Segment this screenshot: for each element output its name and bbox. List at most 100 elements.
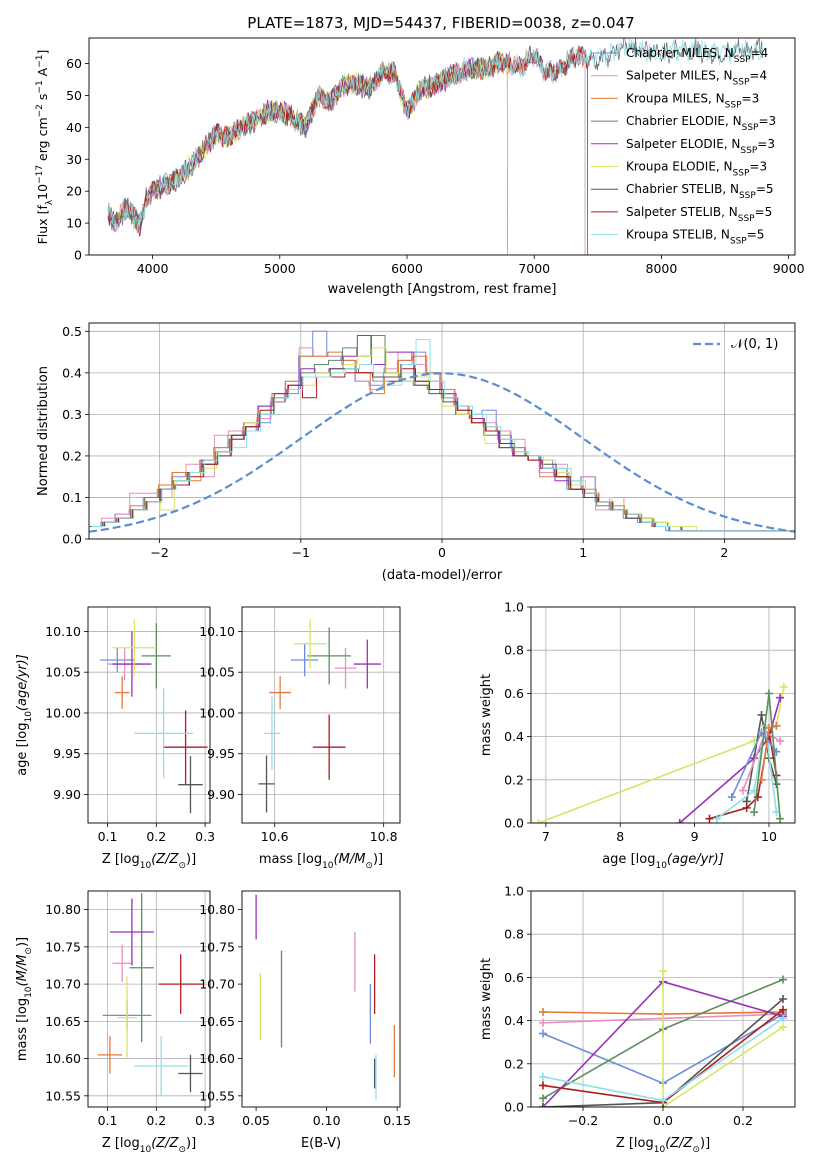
- error-bar-kroupa_elodie: [117, 976, 137, 1059]
- spectrum-line-kroupa_stelib: [107, 38, 764, 234]
- x-tick-label: 0.3: [195, 829, 215, 844]
- y-tick-label: 9.95: [53, 746, 81, 761]
- y-tick-label: 50: [66, 88, 82, 103]
- residuals-histogram-panel: −2 −1 0 1 2 0.0 0.1 0.2 0.3 0.4 0.5 𝒩(0, 1) (data-mo…: [36, 322, 796, 583]
- y-axis-label: Normed distribution: [36, 366, 51, 496]
- weight-line: [716, 725, 778, 820]
- y-tick-label: 0.5: [62, 324, 82, 339]
- y-tick-label: 10.70: [199, 977, 235, 992]
- weight-series-chabrier_elodie: [750, 689, 785, 823]
- error-bar-kroupa_miles: [114, 676, 130, 709]
- x-tick-label: 0.1: [98, 1113, 118, 1128]
- weight-point: [779, 995, 787, 1003]
- y-tick-label: 10.65: [199, 1014, 235, 1029]
- y-tick-label: 10.55: [45, 1088, 81, 1103]
- error-bar-kroupa_miles: [269, 676, 292, 709]
- weight-point: [539, 1103, 547, 1107]
- x-tick-label: 7: [542, 829, 550, 844]
- x-axis-label: Z [log10(Z/Z⊙)]: [102, 852, 196, 871]
- x-tick-label: 2: [720, 545, 728, 560]
- x-tick-label: 0.0: [653, 1113, 673, 1128]
- error-bar-chabrier_miles: [291, 643, 319, 677]
- weight-point: [705, 814, 714, 823]
- error-bar-salpeter_elodie: [109, 898, 154, 966]
- error-bar-chabrier_miles: [100, 647, 135, 673]
- legend-label: Kroupa ELODIE, NSSP=3: [626, 160, 767, 179]
- x-axis-label: wavelength [Angstrom, rest frame]: [328, 282, 557, 297]
- y-tick-label: 9.90: [53, 787, 81, 802]
- error-bar-kroupa_elodie: [112, 619, 157, 677]
- x-tick-label: 10: [761, 829, 777, 844]
- weight-point: [539, 1029, 547, 1038]
- y-tick-label: 0.6: [504, 686, 524, 701]
- y-tick-label: 10.10: [45, 624, 81, 639]
- legend-label: 𝒩(0, 1): [731, 337, 778, 352]
- y-tick-label: 60: [66, 56, 82, 71]
- y-tick-label: 10.80: [45, 902, 81, 917]
- legend-label: Kroupa MILES, NSSP=3: [626, 91, 759, 110]
- y-tick-label: 0.4: [62, 365, 82, 380]
- weight-point: [659, 1096, 667, 1105]
- x-tick-label: 0.10: [313, 1113, 341, 1128]
- weight-point: [539, 1094, 547, 1103]
- weight-point: [753, 793, 762, 802]
- weight-point: [539, 1072, 547, 1081]
- axes-frame: [87, 890, 211, 1108]
- histogram-salpeter_stelib: [90, 368, 795, 532]
- x-axis-label: (data-model)/error: [382, 568, 503, 583]
- x-tick-label: −2: [150, 545, 168, 560]
- x-axis-label: age [log10(age/yr)]: [602, 852, 724, 871]
- weight-point: [776, 736, 785, 745]
- figure-title: PLATE=1873, MJD=54437, FIBERID=0038, z=0…: [247, 14, 634, 32]
- axes-frame: [88, 37, 796, 256]
- weight-point: [742, 797, 751, 806]
- error-bar-salpeter_miles: [112, 944, 132, 982]
- x-tick-label: 9: [691, 829, 699, 844]
- weight-line: [662, 970, 784, 1107]
- x-tick-label: 1: [579, 545, 587, 560]
- weight-point: [779, 1014, 787, 1023]
- y-tick-label: 1.0: [504, 600, 524, 615]
- error-bar-chabrier_stelib: [178, 756, 203, 814]
- spectrum-line-kroupa_miles: [107, 45, 589, 255]
- x-tick-label: 0: [438, 545, 446, 560]
- x-tick-label: 0.3: [195, 1113, 215, 1128]
- y-tick-label: 0.1: [62, 490, 82, 505]
- axes-frame: [530, 890, 796, 1108]
- weight-point: [727, 793, 736, 802]
- axes-frame: [241, 890, 401, 1108]
- x-tick-label: 10.6: [261, 829, 289, 844]
- legend-label: Salpeter STELIB, NSSP=5: [626, 205, 772, 224]
- x-tick-label: 0.2: [146, 829, 166, 844]
- weight-point: [772, 721, 781, 730]
- mass-vs-ebv-panel: 0.05 0.10 0.15 10.55 10.60 10.65 10.70 10.75 10.…: [199, 890, 411, 1151]
- y-tick-label: 0.4: [504, 1013, 524, 1028]
- x-tick-label: 5000: [264, 261, 296, 276]
- spectrum-panel: 4000 5000 6000 7000 8000 9000 0 10 20 30 40 50 60 Cha…: [35, 37, 805, 297]
- weight-point: [539, 1007, 547, 1016]
- spectrum-lines: [107, 38, 764, 255]
- weight-lines: [534, 682, 788, 823]
- y-tick-label: 10.70: [45, 977, 81, 992]
- axes-frame: [241, 606, 401, 824]
- weight-point: [779, 682, 788, 691]
- error-bar-chabrier_elodie: [141, 623, 171, 689]
- y-tick-label: 0.2: [504, 1056, 524, 1071]
- age-vs-metallicity-panel: 0.1 0.2 0.3 9.90 9.95 10.00 10.05 10.10 Z [log10…: [15, 606, 215, 871]
- y-tick-label: 10.80: [199, 902, 235, 917]
- y-tick-label: 20: [66, 184, 82, 199]
- y-tick-label: 10.05: [199, 665, 235, 680]
- x-axis-label: Z [log10(Z/Z⊙)]: [102, 1136, 196, 1155]
- error-bar-chabrier_stelib: [178, 1054, 203, 1093]
- x-tick-label: 7000: [518, 261, 550, 276]
- error-bar-kroupa_miles: [97, 1036, 123, 1074]
- mass-weight-vs-age-panel: 7 8 9 10 0.0 0.2 0.4 0.6 0.8 1.0 age [log10(age/yr…: [479, 600, 796, 871]
- weight-series-salpeter_elodie: [675, 693, 785, 823]
- error-bars: [258, 619, 381, 813]
- y-axis-label: age [log10(age/yr)]: [15, 654, 34, 776]
- x-tick-label: 8: [616, 829, 624, 844]
- y-tick-label: 10.10: [199, 624, 235, 639]
- axes-frame: [87, 606, 211, 824]
- error-bar-chabrier_elodie: [129, 893, 154, 1043]
- x-tick-label: 10.8: [370, 829, 398, 844]
